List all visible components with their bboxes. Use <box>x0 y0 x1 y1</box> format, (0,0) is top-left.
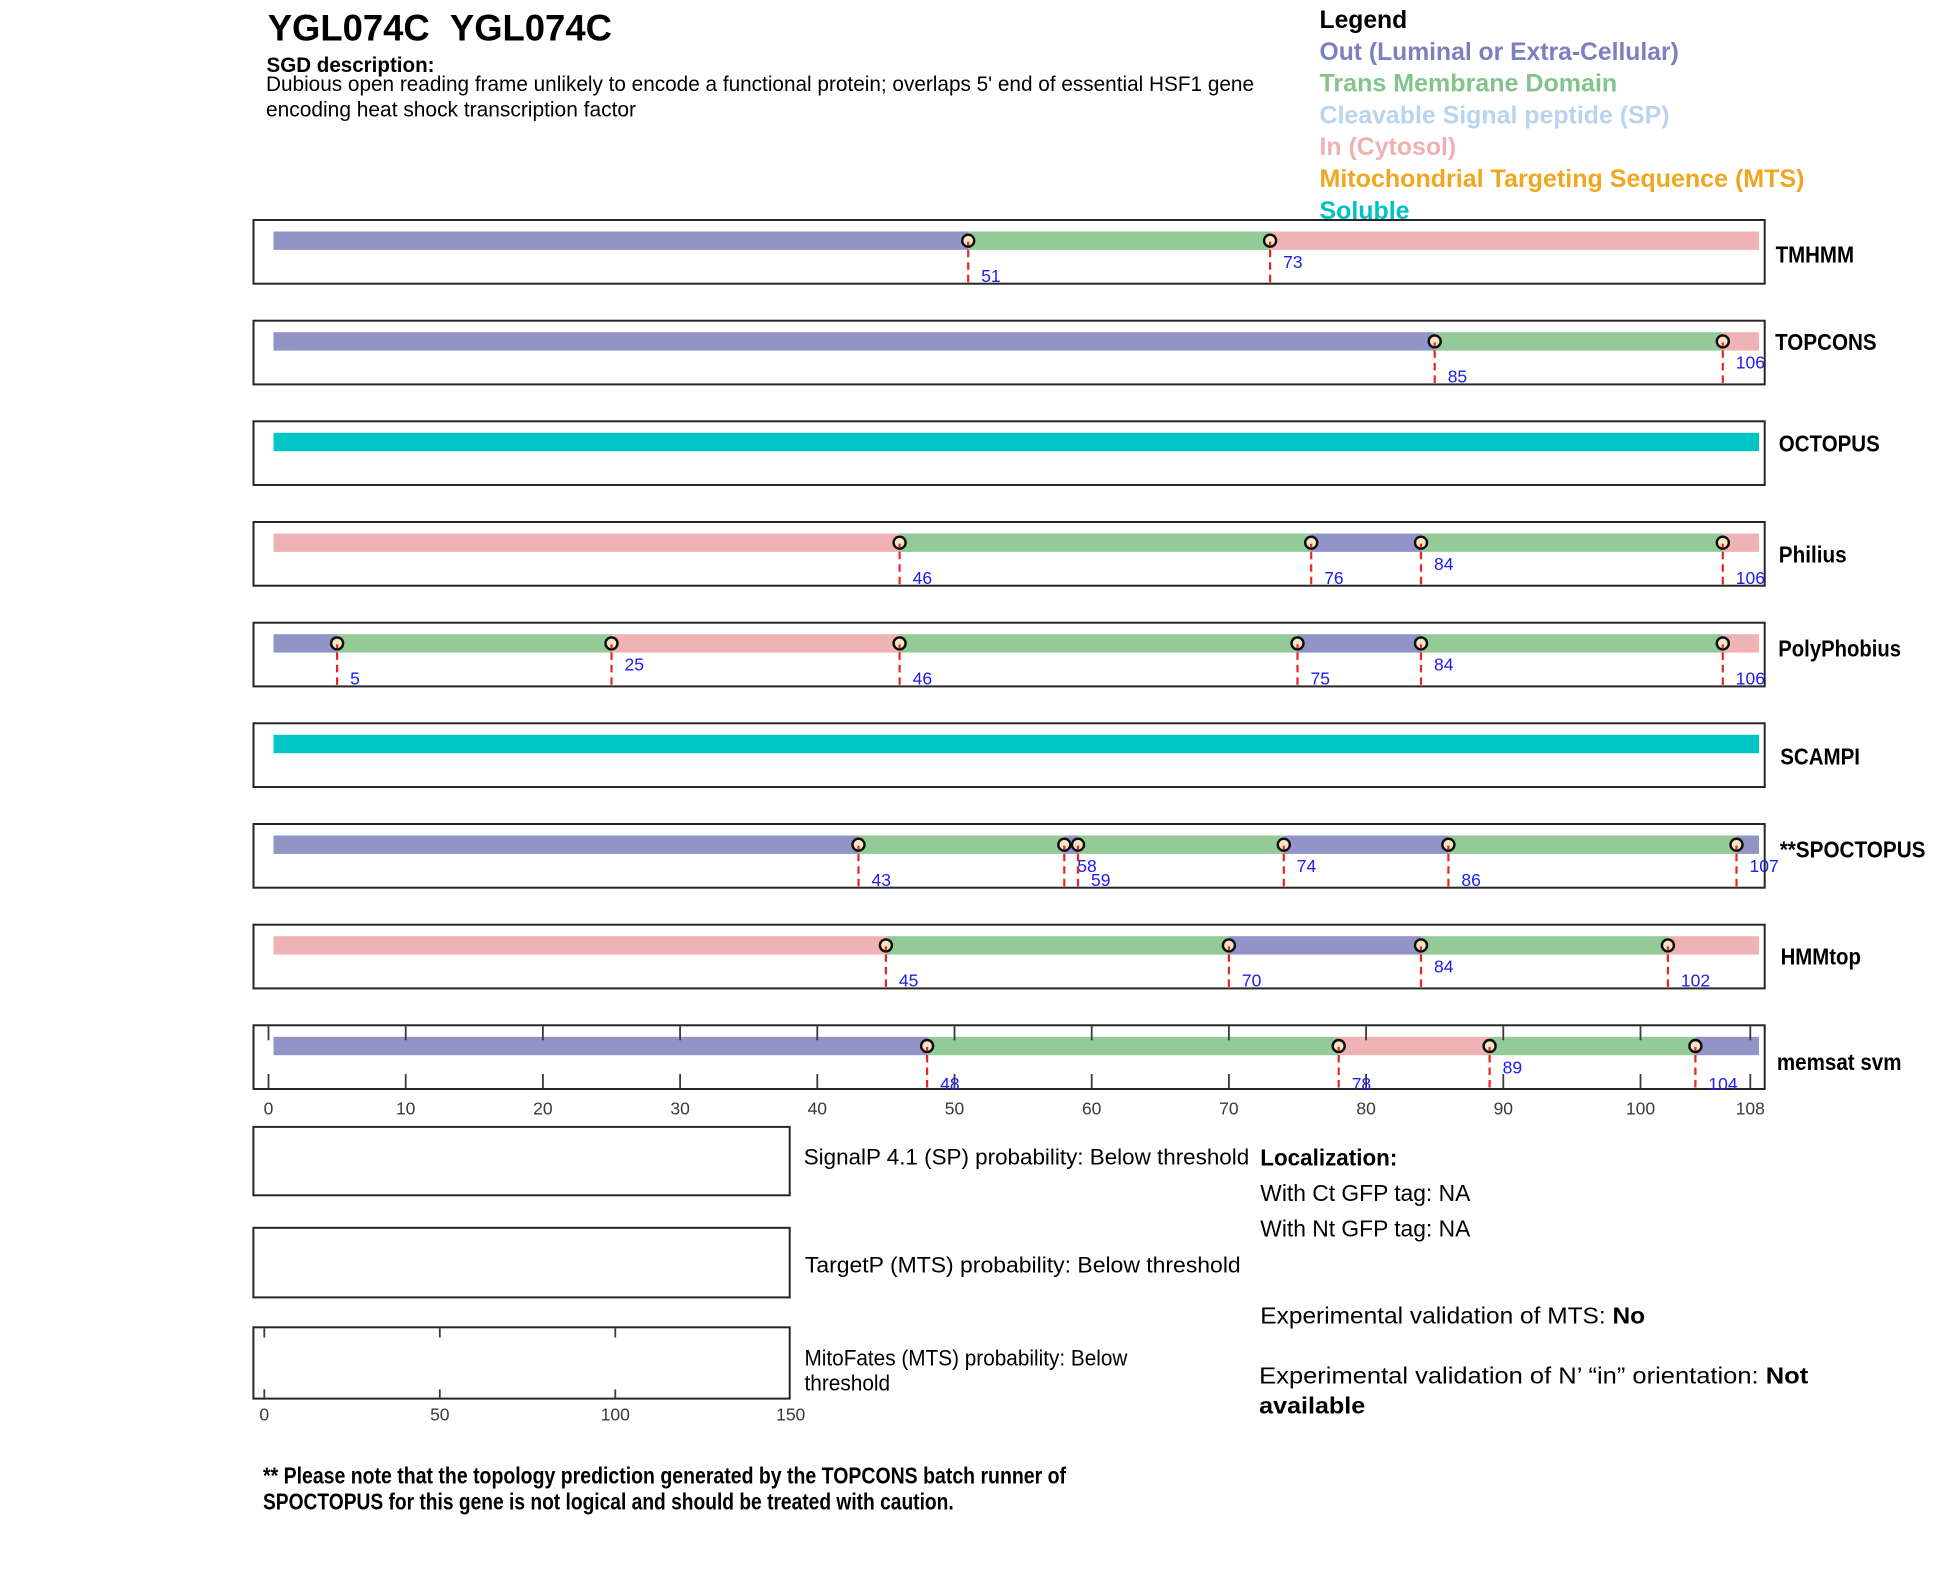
svg-text:74: 74 <box>1297 856 1317 876</box>
svg-text:0: 0 <box>264 1099 274 1119</box>
svg-text:5: 5 <box>350 669 360 689</box>
svg-text:107: 107 <box>1750 856 1779 876</box>
svg-text:86: 86 <box>1461 870 1480 890</box>
svg-text:30: 30 <box>670 1099 690 1119</box>
svg-text:48: 48 <box>940 1074 959 1094</box>
svg-text:Experimental validation of MTS: Experimental validation of MTS: No <box>1260 1303 1645 1329</box>
svg-text:51: 51 <box>981 266 1000 286</box>
svg-text:10: 10 <box>396 1099 416 1119</box>
svg-text:100: 100 <box>601 1405 630 1425</box>
svg-text:58: 58 <box>1077 856 1096 876</box>
svg-text:60: 60 <box>1082 1099 1102 1119</box>
svg-text:Experimental validation of N’: Experimental validation of N’ “in” orien… <box>1259 1363 1808 1389</box>
svg-text:TOPCONS: TOPCONS <box>1775 329 1877 355</box>
svg-text:25: 25 <box>625 655 644 675</box>
svg-text:106: 106 <box>1736 568 1765 588</box>
svg-text:Dubious open reading frame unl: Dubious open reading frame unlikely to e… <box>266 73 1254 96</box>
svg-text:MitoFates (MTS) probability: B: MitoFates (MTS) probability: Below <box>805 1345 1129 1370</box>
svg-text:73: 73 <box>1283 252 1302 272</box>
svg-text:memsat svm: memsat svm <box>1777 1049 1902 1075</box>
svg-text:50: 50 <box>945 1099 965 1119</box>
svg-text:89: 89 <box>1503 1057 1522 1077</box>
svg-text:**SPOCTOPUS: **SPOCTOPUS <box>1780 837 1926 863</box>
svg-text:Cleavable Signal peptide (SP): Cleavable Signal peptide (SP) <box>1320 101 1670 129</box>
svg-text:** Please note that the topolo: ** Please note that the topology predict… <box>263 1463 1066 1489</box>
svg-text:TMHMM: TMHMM <box>1776 242 1854 268</box>
svg-text:threshold: threshold <box>805 1371 891 1396</box>
svg-text:available: available <box>1259 1392 1365 1418</box>
svg-text:SCAMPI: SCAMPI <box>1780 743 1860 769</box>
svg-text:TargetP (MTS) probability: Bel: TargetP (MTS) probability: Below thresho… <box>805 1253 1241 1278</box>
svg-text:Out (Luminal or Extra-Cellular: Out (Luminal or Extra-Cellular) <box>1320 38 1679 66</box>
svg-text:HMMtop: HMMtop <box>1781 943 1861 969</box>
svg-text:OCTOPUS: OCTOPUS <box>1779 430 1880 456</box>
svg-text:84: 84 <box>1434 655 1454 675</box>
svg-text:43: 43 <box>872 870 891 890</box>
svg-text:46: 46 <box>913 669 932 689</box>
svg-text:106: 106 <box>1736 353 1765 373</box>
svg-text:40: 40 <box>808 1099 828 1119</box>
svg-text:80: 80 <box>1356 1099 1376 1119</box>
svg-text:75: 75 <box>1311 669 1330 689</box>
svg-text:59: 59 <box>1091 870 1110 890</box>
svg-text:In (Cytosol): In (Cytosol) <box>1320 133 1457 161</box>
svg-text:108: 108 <box>1736 1099 1765 1119</box>
svg-text:106: 106 <box>1736 669 1765 689</box>
svg-text:encoding heat shock transcript: encoding heat shock transcription factor <box>266 98 636 121</box>
svg-text:102: 102 <box>1681 971 1710 991</box>
svg-text:50: 50 <box>430 1405 450 1425</box>
svg-text:Localization:: Localization: <box>1260 1145 1397 1171</box>
svg-text:78: 78 <box>1352 1074 1371 1094</box>
svg-text:SPOCTOPUS for this gene is not: SPOCTOPUS for this gene is not logical a… <box>263 1488 954 1514</box>
svg-text:Mitochondrial Targeting Sequen: Mitochondrial Targeting Sequence (MTS) <box>1320 165 1805 193</box>
svg-text:70: 70 <box>1242 971 1262 991</box>
svg-text:SignalP 4.1 (SP) probability:: SignalP 4.1 (SP) probability: Below thre… <box>804 1145 1250 1170</box>
svg-text:Legend: Legend <box>1320 6 1408 34</box>
svg-text:YGL074C YGL074C: YGL074C YGL074C <box>268 6 612 48</box>
svg-text:0: 0 <box>259 1405 269 1425</box>
svg-text:45: 45 <box>899 971 918 991</box>
svg-text:20: 20 <box>533 1099 553 1119</box>
svg-text:150: 150 <box>776 1405 805 1425</box>
svg-text:85: 85 <box>1448 367 1467 387</box>
svg-text:100: 100 <box>1626 1099 1655 1119</box>
svg-text:84: 84 <box>1434 957 1454 977</box>
svg-text:PolyPhobius: PolyPhobius <box>1778 635 1901 661</box>
svg-text:84: 84 <box>1434 554 1454 574</box>
svg-text:SGD description:: SGD description: <box>267 53 435 77</box>
svg-text:104: 104 <box>1708 1074 1737 1094</box>
svg-text:Philius: Philius <box>1779 541 1847 567</box>
svg-text:70: 70 <box>1219 1099 1239 1119</box>
svg-text:With Nt GFP tag: NA: With Nt GFP tag: NA <box>1260 1216 1471 1242</box>
svg-text:Trans Membrane Domain: Trans Membrane Domain <box>1320 70 1618 98</box>
svg-text:With Ct GFP tag: NA: With Ct GFP tag: NA <box>1260 1180 1471 1206</box>
svg-text:76: 76 <box>1324 568 1343 588</box>
svg-text:46: 46 <box>913 568 932 588</box>
svg-text:90: 90 <box>1494 1099 1514 1119</box>
